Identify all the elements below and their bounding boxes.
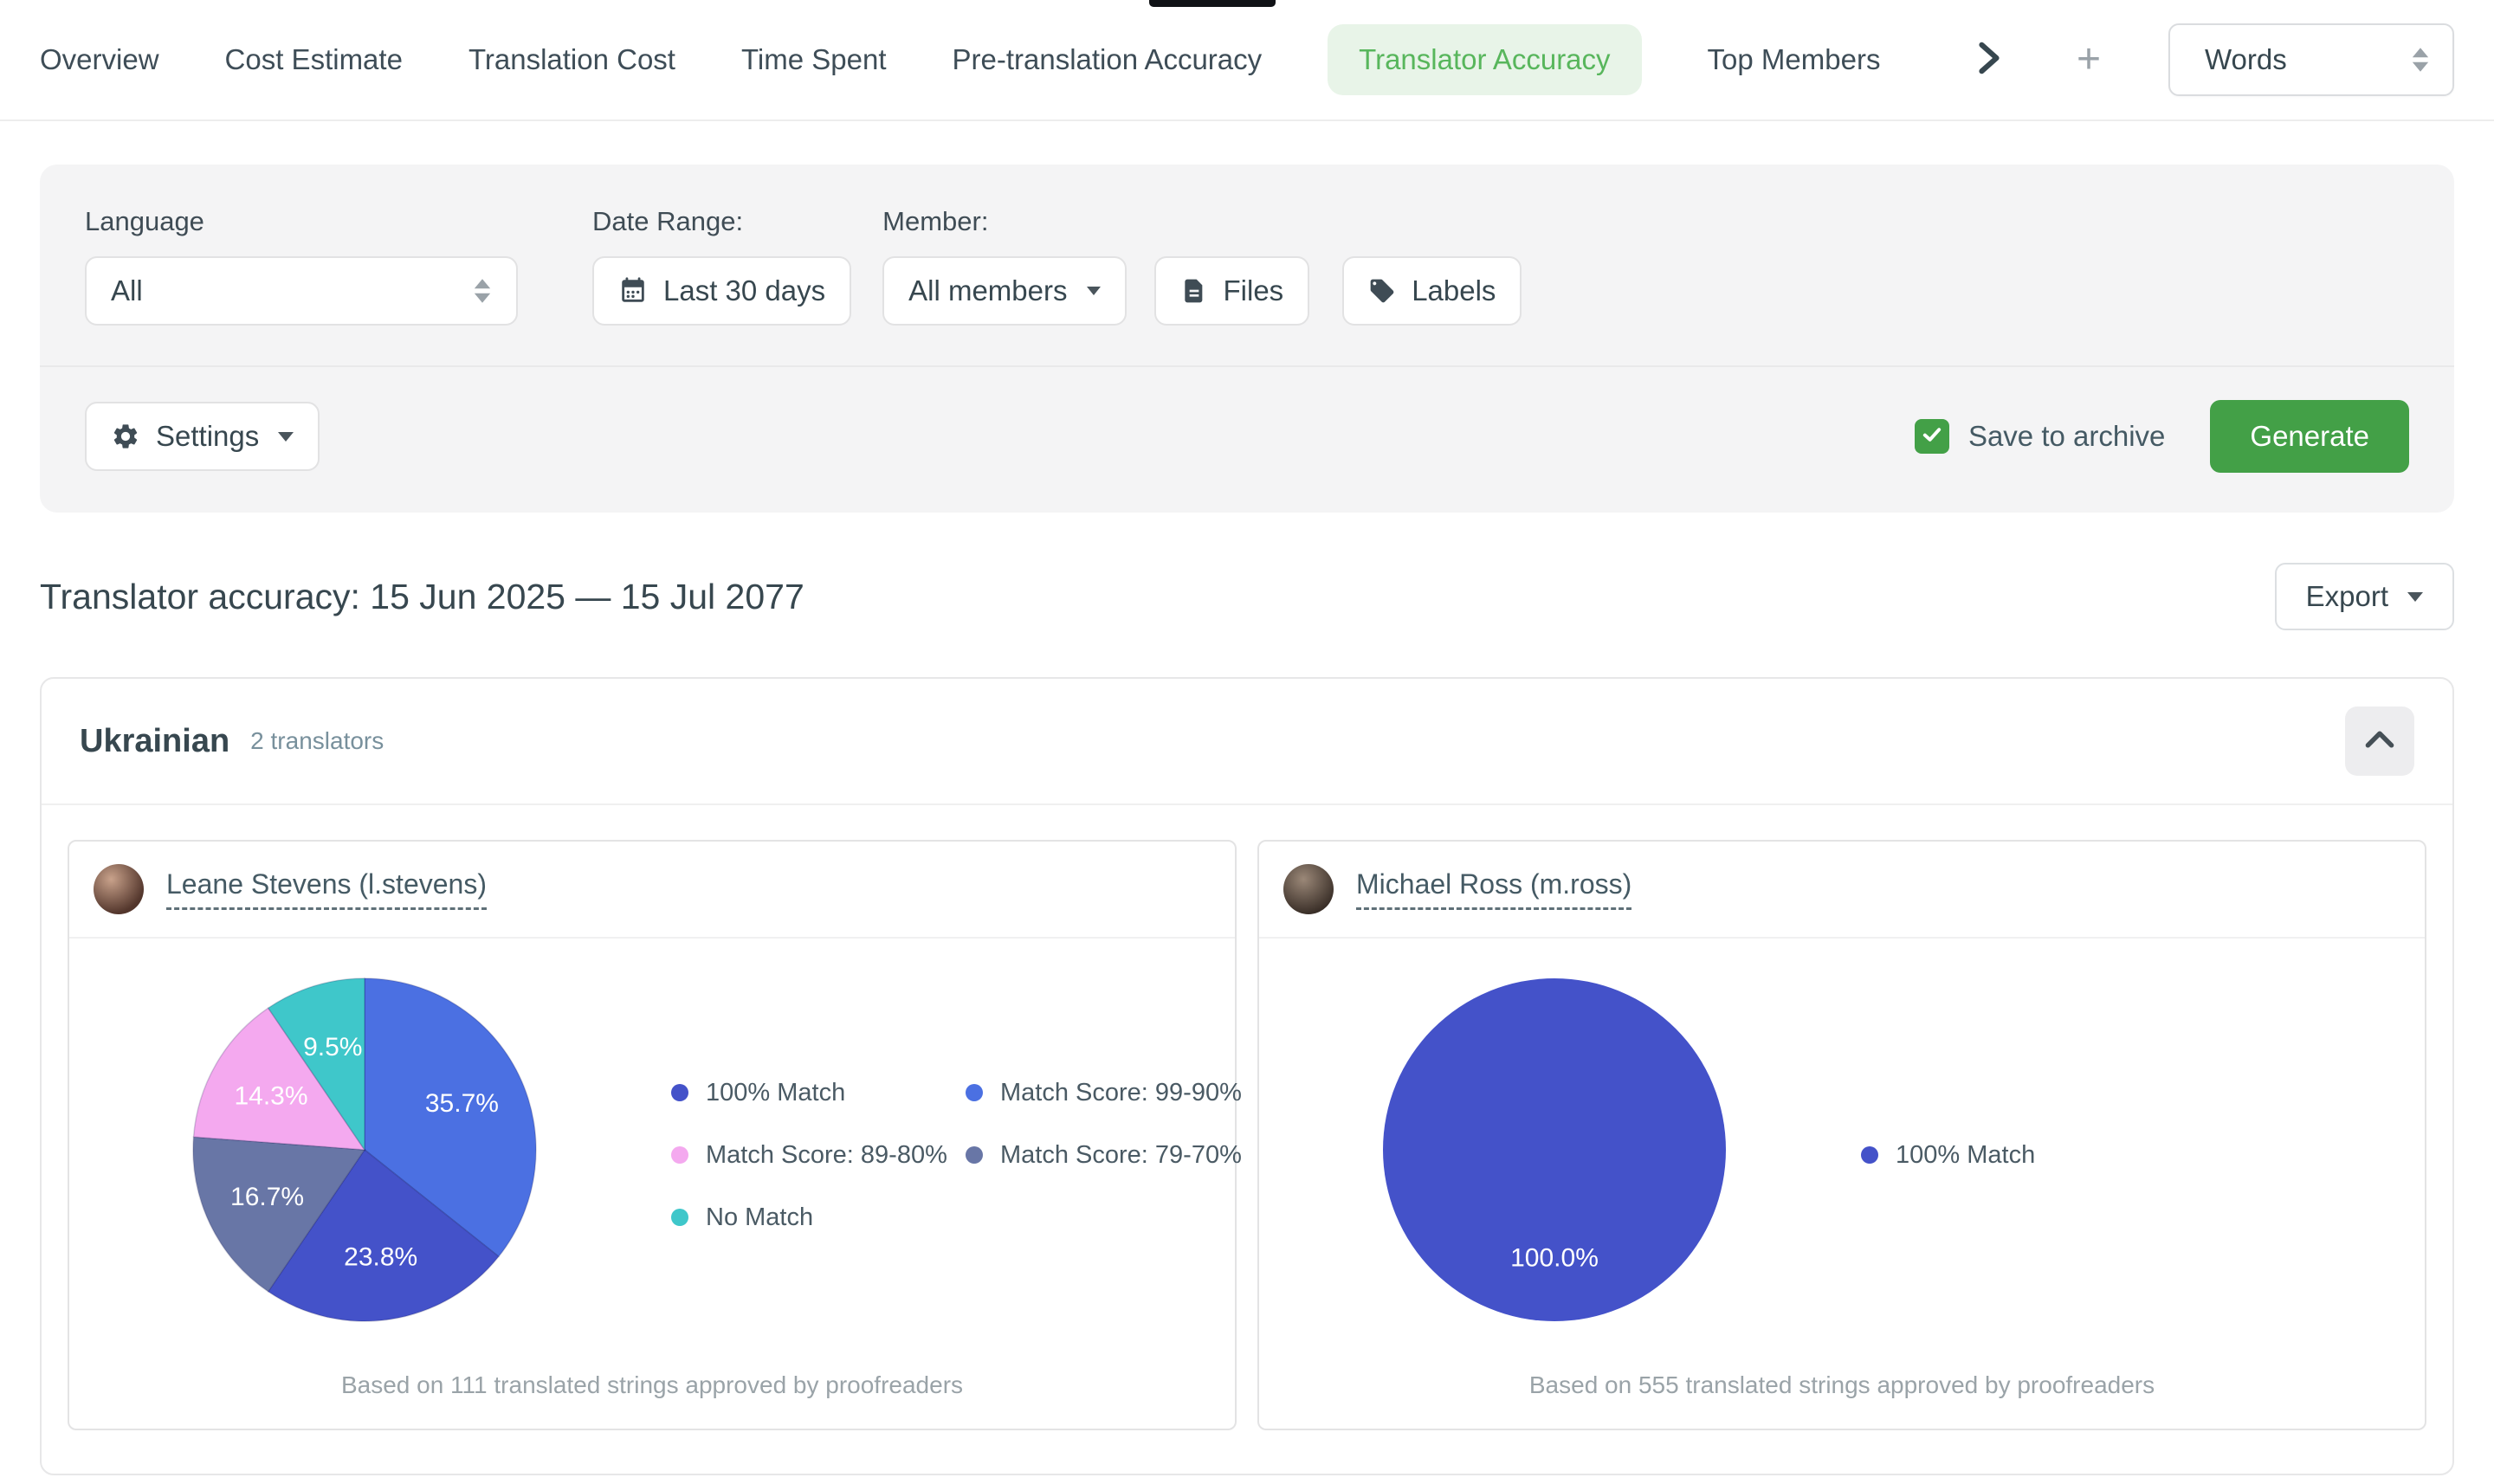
avatar [94,864,144,914]
legend-dot [671,1146,688,1164]
tab-time-spent[interactable]: Time Spent [740,43,887,75]
language-select-value: All [111,274,143,306]
avatar [1283,864,1334,914]
translator-card: Leane Stevens (l.stevens) 35.7% 23.8% 16.7… [68,840,1242,1430]
caret-down-icon [278,431,294,442]
translator-name-link[interactable]: Leane Stevens (l.stevens) [166,868,487,910]
export-button[interactable]: Export [2274,563,2454,630]
language-select[interactable]: All [85,256,518,326]
member-select-value: All members [908,274,1068,306]
sort-arrows-icon [473,277,492,305]
labels-filter-label: Labels [1412,274,1496,306]
calendar-icon [618,276,648,306]
chart-footnote: Based on 111 translated strings approved… [340,1371,964,1398]
files-filter-label: Files [1223,274,1284,306]
pie-legend: 100% Match Match Score: 99-90% Match Score… [671,956,1260,1354]
legend-label: 100% Match [706,1078,846,1107]
unit-select-value: Words [2205,43,2287,75]
caret-down-icon [2407,591,2423,602]
settings-button[interactable]: Settings [85,402,320,471]
caret-down-icon [1086,287,1101,295]
legend-label: Match Score: 89-80% [706,1140,947,1169]
labels-filter-button[interactable]: Labels [1342,256,1522,326]
report-tabs-bar: Overview Cost Estimate Translation Cost … [0,0,2494,121]
legend-item[interactable]: Match Score: 99-90% [966,1061,1260,1124]
check-icon [1920,423,1944,451]
svg-text:100.0%: 100.0% [1510,1244,1599,1273]
member-select[interactable]: All members [882,256,1127,326]
panel-divider [40,365,2454,367]
date-range-button[interactable]: Last 30 days [592,256,852,326]
more-tabs-button[interactable] [1978,42,2000,79]
translator-name-link[interactable]: Michael Ross (m.ross) [1356,868,1632,910]
tab-pre-translation-accuracy[interactable]: Pre-translation Accuracy [952,43,1263,75]
translator-card: Michael Ross (m.ross) 100.0% 100% Match … [1257,840,2426,1430]
chevron-right-icon [1978,42,2000,79]
sort-arrows-icon [2411,46,2430,74]
file-icon [1180,277,1208,305]
legend-label: No Match [706,1203,814,1231]
legend-item[interactable]: 100% Match [671,1061,966,1124]
save-to-archive-checkbox[interactable] [1914,419,1949,454]
accuracy-pie-chart: 100.0% [1383,978,1726,1321]
legend-label: Match Score: 79-70% [1000,1140,1242,1169]
svg-text:16.7%: 16.7% [230,1183,304,1211]
legend-dot [671,1209,688,1226]
legend-item[interactable]: No Match [671,1186,966,1248]
legend-dot [671,1084,688,1101]
svg-text:23.8%: 23.8% [344,1242,417,1271]
generate-button[interactable]: Generate [2210,400,2409,473]
tab-overview[interactable]: Overview [40,43,159,75]
language-section-ukrainian: Ukrainian 2 translators Leane Stevens (l… [40,677,2454,1475]
window-notch-bar [1149,0,1276,7]
date-range-label: Date Range: [592,206,744,236]
legend-label: 100% Match [1896,1140,2036,1169]
tab-cost-estimate[interactable]: Cost Estimate [224,43,403,75]
save-to-archive-label: Save to archive [1967,420,2166,452]
add-report-button[interactable]: + [2076,36,2101,82]
gear-icon [111,422,140,451]
export-button-label: Export [2305,580,2388,612]
pie-legend: 100% Match [1861,956,2450,1354]
svg-text:9.5%: 9.5% [303,1033,362,1061]
legend-item[interactable]: 100% Match [1861,1124,2155,1186]
unit-select[interactable]: Words [2168,23,2454,96]
tab-translation-cost[interactable]: Translation Cost [468,43,675,75]
translators-count: 2 translators [250,727,384,754]
report-filter-panel: Language All Date Range: Last 30 days Me… [40,165,2454,513]
legend-item[interactable]: Match Score: 89-80% [671,1124,966,1186]
tab-top-members[interactable]: Top Members [1707,43,1881,75]
date-range-value: Last 30 days [663,274,826,306]
svg-text:14.3%: 14.3% [234,1082,307,1111]
save-to-archive-control[interactable]: Save to archive [1914,419,2166,454]
legend-dot [966,1146,983,1164]
chart-footnote: Based on 555 translated strings approved… [1528,1371,2155,1398]
files-filter-button[interactable]: Files [1153,256,1310,326]
svg-text:35.7%: 35.7% [425,1089,499,1118]
legend-item[interactable]: Match Score: 79-70% [966,1124,1260,1186]
page-title: Translator accuracy: 15 Jun 2025 — 15 Ju… [40,576,804,616]
language-name: Ukrainian [80,722,230,759]
collapse-section-button[interactable] [2345,707,2414,776]
settings-button-label: Settings [156,420,260,452]
member-filter-label: Member: [882,206,989,236]
tab-translator-accuracy[interactable]: Translator Accuracy [1328,24,1642,95]
legend-label: Match Score: 99-90% [1000,1078,1242,1107]
chevron-up-icon [2365,729,2394,754]
tag-icon [1368,277,1396,305]
accuracy-pie-chart: 35.7% 23.8% 16.7% 14.3% 9.5% [192,978,537,1322]
language-filter-label: Language [85,206,204,236]
legend-dot [966,1084,983,1101]
legend-dot [1861,1146,1878,1164]
